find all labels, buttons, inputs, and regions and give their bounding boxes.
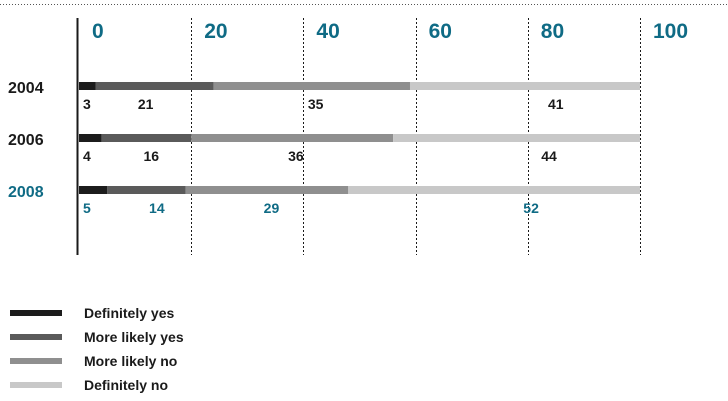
- legend-swatch: [10, 334, 62, 340]
- bar-segment: [213, 82, 410, 90]
- bar-segment: [101, 134, 192, 142]
- legend-label: Definitely yes: [84, 305, 175, 321]
- data-label: 36: [288, 148, 304, 164]
- x-tick-label: 80: [541, 20, 564, 43]
- stacked-bar-chart: 0 20 40 60 80 100 2004 3 21 35 41 2006 4 16 36 44 2008 5 1…: [0, 4, 728, 255]
- x-tick-label: 100: [653, 20, 688, 43]
- legend-swatch: [10, 310, 62, 316]
- legend-item-definitely-yes: Definitely yes: [10, 301, 184, 325]
- data-label: 16: [143, 148, 159, 164]
- data-label: 4: [83, 148, 91, 164]
- bar-segment: [409, 82, 640, 90]
- bar-segment: [79, 186, 108, 194]
- legend-swatch: [10, 358, 62, 364]
- legend-label: More likely no: [84, 353, 178, 369]
- legend-label: Definitely no: [84, 377, 169, 393]
- bar-segment: [79, 134, 102, 142]
- bar-segment: [79, 82, 96, 90]
- data-label: 14: [149, 200, 165, 216]
- legend-swatch: [10, 382, 62, 388]
- category-label: 2006: [8, 132, 44, 149]
- legend: Definitely yes More likely yes More like…: [10, 301, 184, 397]
- bar-segment: [107, 186, 186, 194]
- x-tick-label: 20: [204, 20, 227, 43]
- x-tick-label: 0: [92, 20, 104, 43]
- data-label: 41: [548, 96, 564, 112]
- data-label: 3: [83, 96, 91, 112]
- bar-segment: [95, 82, 214, 90]
- category-label: 2004: [8, 80, 44, 97]
- x-tick-label: 60: [429, 20, 452, 43]
- legend-item-more-likely-yes: More likely yes: [10, 325, 184, 349]
- bar-segment: [348, 186, 640, 194]
- bar-segment: [393, 134, 640, 142]
- legend-item-definitely-no: Definitely no: [10, 373, 184, 397]
- data-label: 5: [83, 200, 91, 216]
- bar-segment: [185, 186, 349, 194]
- legend-item-more-likely-no: More likely no: [10, 349, 184, 373]
- x-tick-label: 40: [316, 20, 339, 43]
- data-label: 35: [308, 96, 324, 112]
- data-label: 44: [541, 148, 557, 164]
- legend-label: More likely yes: [84, 329, 184, 345]
- bar-segment: [191, 134, 394, 142]
- data-label: 21: [138, 96, 154, 112]
- data-label: 52: [523, 200, 539, 216]
- category-label: 2008: [8, 184, 44, 201]
- data-label: 29: [264, 200, 280, 216]
